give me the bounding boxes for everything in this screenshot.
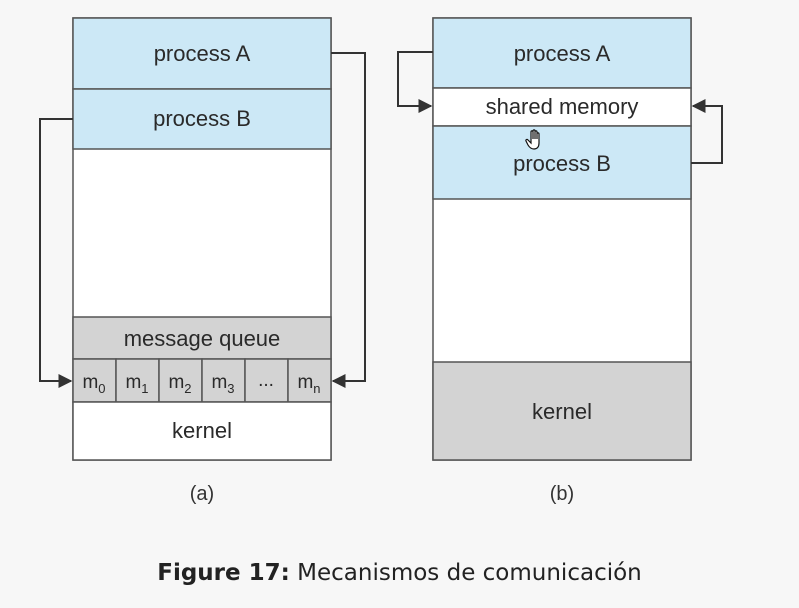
figure-caption: Figure 17: Mecanismos de comunicación xyxy=(0,560,799,586)
queue-slot xyxy=(201,358,246,403)
arrow-process-a-to-shared xyxy=(397,51,433,113)
ipc-diagram: process A process B message queue m0 m1 … xyxy=(39,17,723,505)
queue-slots: m0 m1 m2 m3 ... mn xyxy=(72,358,332,403)
figure-caption-text: Mecanismos de comunicación xyxy=(297,560,642,586)
diagram-b: process A shared memory process B kernel… xyxy=(397,17,723,505)
process-b-label: process B xyxy=(153,106,251,131)
figure-number: Figure 17: xyxy=(157,560,290,586)
message-queue-label: message queue xyxy=(124,326,281,351)
diagram-a: process A process B message queue m0 m1 … xyxy=(39,17,366,505)
shared-memory-label: shared memory xyxy=(486,94,639,119)
process-a-box-b xyxy=(432,17,692,89)
diagram-a-sublabel: (a) xyxy=(190,483,214,505)
queue-slot-label: m3 xyxy=(211,372,234,396)
queue-slot-label: m0 xyxy=(82,372,105,396)
diagram-b-sublabel: (b) xyxy=(550,483,574,505)
queue-slot-label: m2 xyxy=(168,372,191,396)
arrow-process-b-to-shared xyxy=(691,99,723,163)
queue-slot-label: ... xyxy=(258,370,274,391)
arrow-process-b-to-queue xyxy=(39,118,73,388)
queue-slot xyxy=(115,358,160,403)
kernel-a-label: kernel xyxy=(172,418,232,443)
process-b-box-b xyxy=(432,125,692,200)
process-a-label: process A xyxy=(154,41,251,66)
hand-cursor-icon xyxy=(525,129,540,150)
queue-slot-label: m1 xyxy=(125,372,148,396)
message-queue-box xyxy=(72,316,332,360)
kernel-b-box xyxy=(432,361,692,461)
arrow-process-a-to-queue xyxy=(331,52,366,388)
process-a-box xyxy=(72,17,332,90)
kernel-b-label: kernel xyxy=(532,399,592,424)
process-b-label-b: process B xyxy=(513,151,611,176)
process-a-label-b: process A xyxy=(514,41,611,66)
process-b-box xyxy=(72,88,332,150)
kernel-a-box xyxy=(72,401,332,461)
shared-memory-box xyxy=(432,87,692,127)
queue-slot xyxy=(287,358,332,403)
queue-slot-label: mn xyxy=(297,372,320,396)
